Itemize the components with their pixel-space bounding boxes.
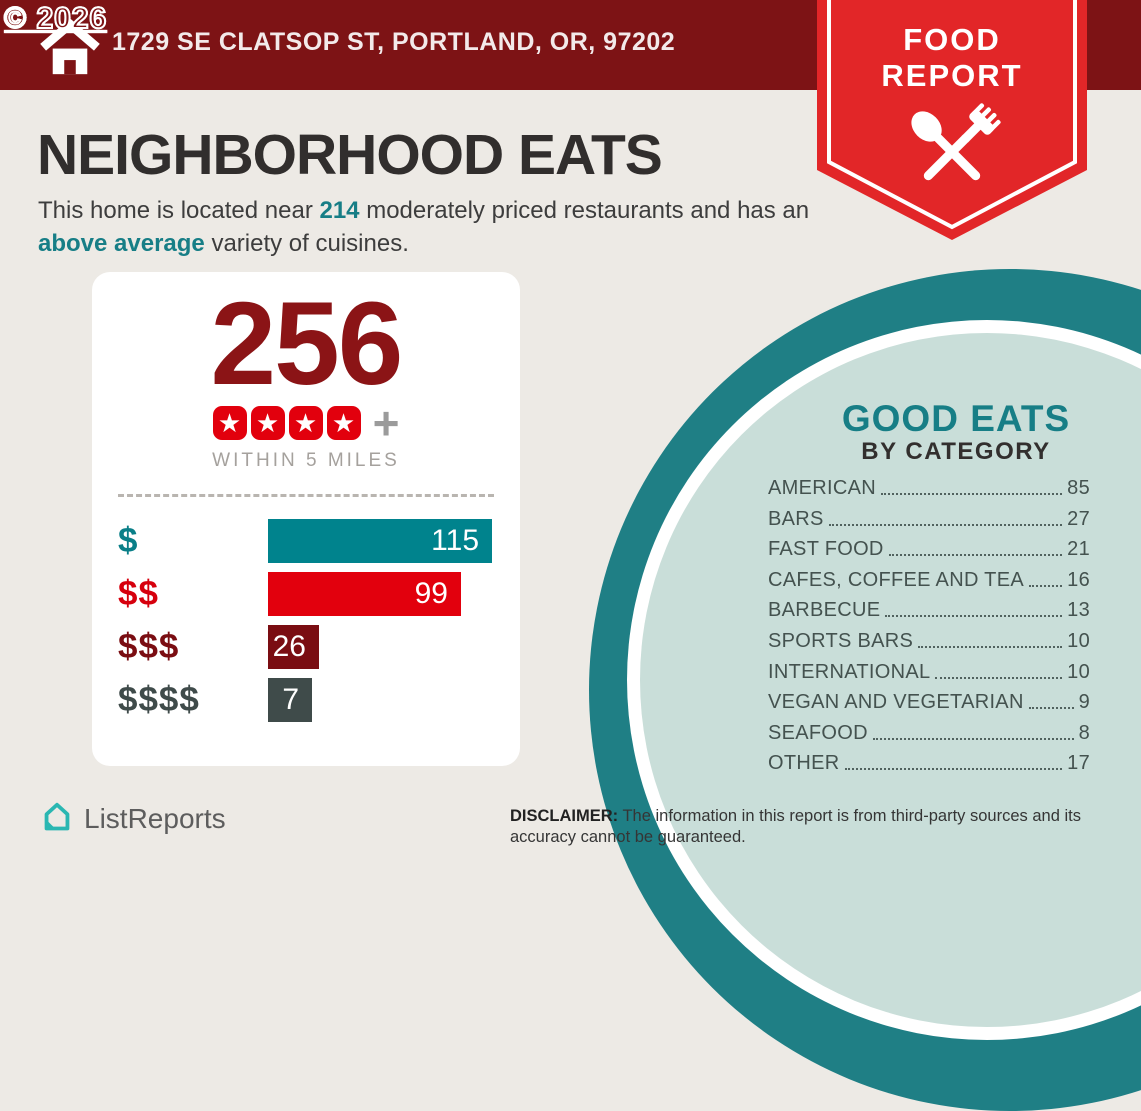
category-value: 13 bbox=[1067, 599, 1090, 622]
dot-leader bbox=[885, 615, 1063, 618]
badge-ribbon-shape bbox=[817, 0, 1087, 240]
price-bar-chart: $ 115 $$ 99 $$$ 26 $$$$ bbox=[92, 519, 520, 722]
category-value: 27 bbox=[1067, 507, 1090, 530]
dot-leader bbox=[844, 768, 1063, 771]
category-label: INTERNATIONAL bbox=[768, 660, 931, 683]
good-eats-subtitle: BY CATEGORY bbox=[861, 438, 1051, 465]
star-icon: ★ bbox=[288, 406, 323, 440]
bar-track: 7 bbox=[268, 678, 492, 722]
category-row: BARS 27 bbox=[768, 508, 1090, 530]
category-value: 10 bbox=[1067, 629, 1090, 652]
dot-leader bbox=[880, 493, 1063, 495]
badge-inner-border bbox=[827, 0, 1077, 230]
price-bar-row: $ 115 bbox=[118, 519, 520, 563]
price-tier-label: $$$$ bbox=[118, 680, 200, 719]
category-row: AMERICAN 85 bbox=[768, 477, 1090, 499]
bar-value: 26 bbox=[272, 630, 306, 663]
category-value: 10 bbox=[1067, 660, 1090, 683]
restaurant-stats-card: 256 ★ ★ ★ ★ + WITHIN 5 MILES $ 115 $$ 99 $$$ bbox=[92, 272, 520, 766]
category-list: AMERICAN 85 BARS 27 FAST FOOD 21 CAFES, … bbox=[768, 477, 1090, 783]
category-label: AMERICAN bbox=[768, 477, 876, 499]
total-restaurants-value: 256 bbox=[210, 278, 404, 410]
category-value: 17 bbox=[1067, 752, 1090, 775]
price-bar-row: $$$ 26 bbox=[118, 625, 520, 669]
page-subtitle: This home is located near 214 moderately… bbox=[38, 197, 810, 257]
brand-name: ListReports bbox=[84, 803, 226, 834]
dot-leader bbox=[1028, 584, 1063, 587]
price-tier-label: $$ bbox=[118, 574, 159, 613]
price-bar-row: $$ 99 bbox=[118, 572, 520, 616]
plus-icon: + bbox=[372, 397, 400, 449]
bar-track: 26 bbox=[268, 625, 492, 669]
category-label: OTHER bbox=[768, 752, 840, 775]
category-label: SEAFOOD bbox=[768, 721, 868, 744]
restaurant-count-highlight: 214 bbox=[319, 197, 360, 224]
price-bar-row: $$$$ 7 bbox=[118, 678, 520, 722]
category-label: BARS bbox=[768, 507, 824, 530]
category-row: VEGAN AND VEGETARIAN 9 bbox=[768, 691, 1090, 713]
dot-leader bbox=[918, 645, 1063, 648]
category-value: 16 bbox=[1067, 568, 1090, 591]
category-label: FAST FOOD bbox=[768, 538, 884, 561]
dot-leader bbox=[888, 554, 1063, 557]
bar-track: 99 bbox=[268, 572, 492, 616]
disclaimer: DISCLAIMER: The information in this repo… bbox=[510, 807, 1081, 846]
listreports-logo: ListReports bbox=[38, 799, 226, 839]
good-eats-title: GOOD EATS bbox=[841, 398, 1071, 439]
star-rating: ★ ★ ★ ★ + bbox=[92, 397, 520, 449]
dot-leader bbox=[872, 737, 1074, 740]
bar-value: 99 bbox=[414, 577, 448, 610]
bar-value: 115 bbox=[431, 524, 479, 557]
bar-fill: 26 bbox=[268, 625, 319, 669]
category-label: CAFES, COFFEE AND TEA bbox=[768, 568, 1024, 591]
bar-fill: 115 bbox=[268, 519, 492, 563]
bar-track: 115 bbox=[268, 519, 492, 563]
category-row: SEAFOOD 8 bbox=[768, 722, 1090, 744]
bar-fill: 99 bbox=[268, 572, 461, 616]
category-label: VEGAN AND VEGETARIAN bbox=[768, 691, 1024, 714]
bar-fill: 7 bbox=[268, 678, 312, 722]
page-title: NEIGHBORHOOD EATS bbox=[37, 123, 663, 187]
dot-leader bbox=[1028, 707, 1074, 710]
star-icon: ★ bbox=[326, 406, 361, 440]
category-value: 9 bbox=[1078, 691, 1090, 714]
copyright-watermark: © 2026 bbox=[3, 1, 108, 36]
dot-leader bbox=[828, 523, 1063, 526]
category-value: 21 bbox=[1067, 538, 1090, 561]
category-row: INTERNATIONAL 10 bbox=[768, 661, 1090, 683]
disclaimer-label: DISCLAIMER: bbox=[510, 807, 619, 825]
food-report-badge: FOOD REPORT bbox=[817, 0, 1087, 240]
dot-leader bbox=[935, 676, 1063, 679]
category-row: BARBECUE 13 bbox=[768, 599, 1090, 621]
category-label: SPORTS BARS bbox=[768, 629, 914, 652]
category-value: 85 bbox=[1067, 477, 1090, 499]
bar-value: 7 bbox=[282, 683, 299, 716]
star-icon: ★ bbox=[212, 406, 247, 440]
badge-title: FOOD REPORT bbox=[881, 22, 1023, 93]
crossed-spoon-fork-icon bbox=[911, 103, 1001, 181]
category-value: 8 bbox=[1078, 721, 1090, 744]
variety-highlight: above average bbox=[38, 230, 205, 257]
category-row: FAST FOOD 21 bbox=[768, 538, 1090, 560]
category-row: CAFES, COFFEE AND TEA 16 bbox=[768, 569, 1090, 591]
category-row: SPORTS BARS 10 bbox=[768, 630, 1090, 652]
price-tier-label: $ bbox=[118, 521, 139, 560]
home-icon bbox=[40, 18, 100, 75]
category-row: OTHER 17 bbox=[768, 752, 1090, 774]
listreports-house-icon bbox=[44, 802, 70, 831]
property-address: 1729 SE CLATSOP ST, PORTLAND, OR, 97202 bbox=[112, 28, 676, 56]
dotted-divider bbox=[118, 494, 494, 497]
star-icon: ★ bbox=[250, 406, 285, 440]
category-label: BARBECUE bbox=[768, 599, 881, 622]
radius-label: WITHIN 5 MILES bbox=[212, 450, 400, 471]
price-tier-label: $$$ bbox=[118, 627, 180, 666]
